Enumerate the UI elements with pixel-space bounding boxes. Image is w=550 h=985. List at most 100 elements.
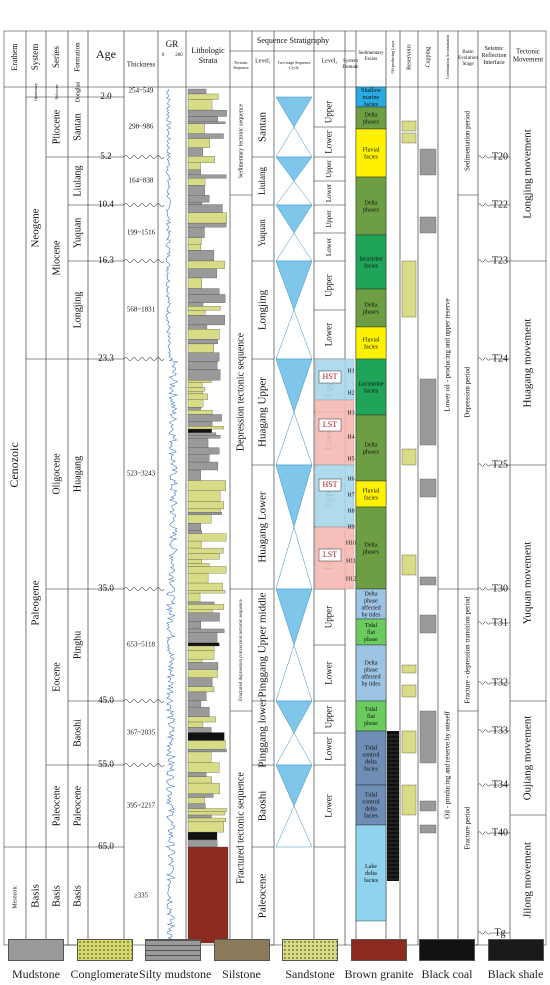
level3-6: Upper [324,274,334,297]
facies-label-15: Tidal control delta facies [363,746,380,773]
lith-bed [187,438,209,448]
capping-block [419,824,437,834]
thickness-value: 367~2035 [127,729,156,737]
lith-bed [187,250,215,262]
transgressive-triangle [275,732,313,766]
tectonic-sequence-header: Tectonic Sequence [233,60,249,70]
lith-bed [187,762,220,773]
transgressive-triangle [275,805,313,848]
regressive-triangle [275,588,313,646]
transgressive-triangle [275,309,313,360]
lith-bed [187,706,210,717]
unconformity-wave [123,259,165,263]
capping-block [419,216,437,234]
level1-2: Yuquan [257,219,267,247]
lith-bed [187,740,226,750]
level3-1: Lower [324,130,334,154]
seismic-T22: T22 [492,199,508,210]
lith-bed [187,222,227,228]
transgressive-triangle [275,180,313,206]
legend-label: Silty mudstone [139,967,212,981]
transgressive-triangle [275,232,313,262]
lith-bed [187,669,218,678]
lith-bed [187,721,204,728]
chart-frame [3,30,547,946]
seismic-wave [477,729,491,733]
series-3: Oligocene [51,453,62,495]
tectonic-movement-4: Jilong movement [522,842,534,918]
tectonic-sequence-0: Sedimentary tectonic sequence [238,104,244,179]
lith-bed [187,686,215,693]
layer-8: H9 [347,524,354,530]
age-value: 23.3 [98,353,114,363]
level3-0: Upper [324,101,334,124]
lith-bed [187,650,215,660]
reservoir-block [401,260,417,318]
thickness-value: 523~3243 [127,470,156,478]
seismic-T20: T20 [492,151,508,162]
combination-0: Lower oil - producing and upper reserve [444,298,452,411]
reservoir-block [401,664,417,674]
lith-bed [187,512,222,515]
tectonic-movement-0: Longjing movement [522,129,534,219]
seismic-T40: T40 [492,827,508,838]
facies-label-0: Shallow marine facies [361,88,381,108]
thickness-value: 164~838 [129,177,154,185]
legend-item: Silty mudstone [139,935,212,985]
thickness-value: 395~2217 [127,802,156,810]
regressive-triangle [275,764,313,807]
seismic-T31: T31 [492,617,508,628]
series-0: Holocene [54,84,59,100]
capping-block [419,378,437,446]
facies-label-10: Delta phases [363,543,380,556]
lith-bed [187,727,212,733]
lith-bed [187,772,207,777]
lith-bed [187,339,218,345]
erathem-mesozoic: Mesozoic [12,885,18,909]
lith-bed [187,227,205,238]
layer-5: H6 [347,476,354,482]
lith-bed [187,821,224,833]
legend-swatch [145,939,201,961]
lith-bed [187,277,202,289]
lith-bed [187,432,217,436]
gr-scale-max: 200 [175,53,183,58]
facies-block [355,506,387,590]
facies-block [355,700,387,732]
series-header: Series [51,46,61,68]
layer-7: H8 [347,508,354,514]
level3-15: Lower [324,737,334,761]
legend-label: Conglomerate [70,967,139,981]
level3-5: Lower [325,237,333,256]
facies-block [355,480,387,508]
formation-0: Donghai [75,81,81,102]
lith-bed [187,592,201,603]
lith-bed [187,387,206,392]
seismic-header: Seismic Reflection Interface [482,46,507,66]
legend-swatch [487,939,544,961]
level3-header: Level₃ [322,58,338,64]
layer-11: H12 [346,576,356,582]
oil-producing-band [387,731,399,881]
regressive-triangle [275,156,313,182]
level1-0: Santan [257,112,269,142]
lith-bed [187,409,213,415]
facies-label-14: Tidal flat phase [364,707,378,727]
lith-bed [187,421,213,427]
combination-1: Oil - producing and reserve by oneself [444,710,452,818]
erathem-cenozoic: Cenozoic [7,442,21,487]
seismic-wave [477,463,491,467]
lith-bed [187,244,201,251]
legend-label: Sandstone [285,967,335,981]
lith-bed [187,237,202,245]
series-6: Basis [51,885,62,907]
lith-bed [187,324,208,330]
lith-bed [187,426,224,430]
series-5: Paleocene [51,785,62,826]
lith-bed [187,814,212,819]
level1-3: Longjing [257,289,269,330]
lith-bed [187,306,221,311]
series-2: Miocene [51,240,62,276]
formation-7: Baoshi [72,719,83,747]
lith-bed [187,260,225,269]
